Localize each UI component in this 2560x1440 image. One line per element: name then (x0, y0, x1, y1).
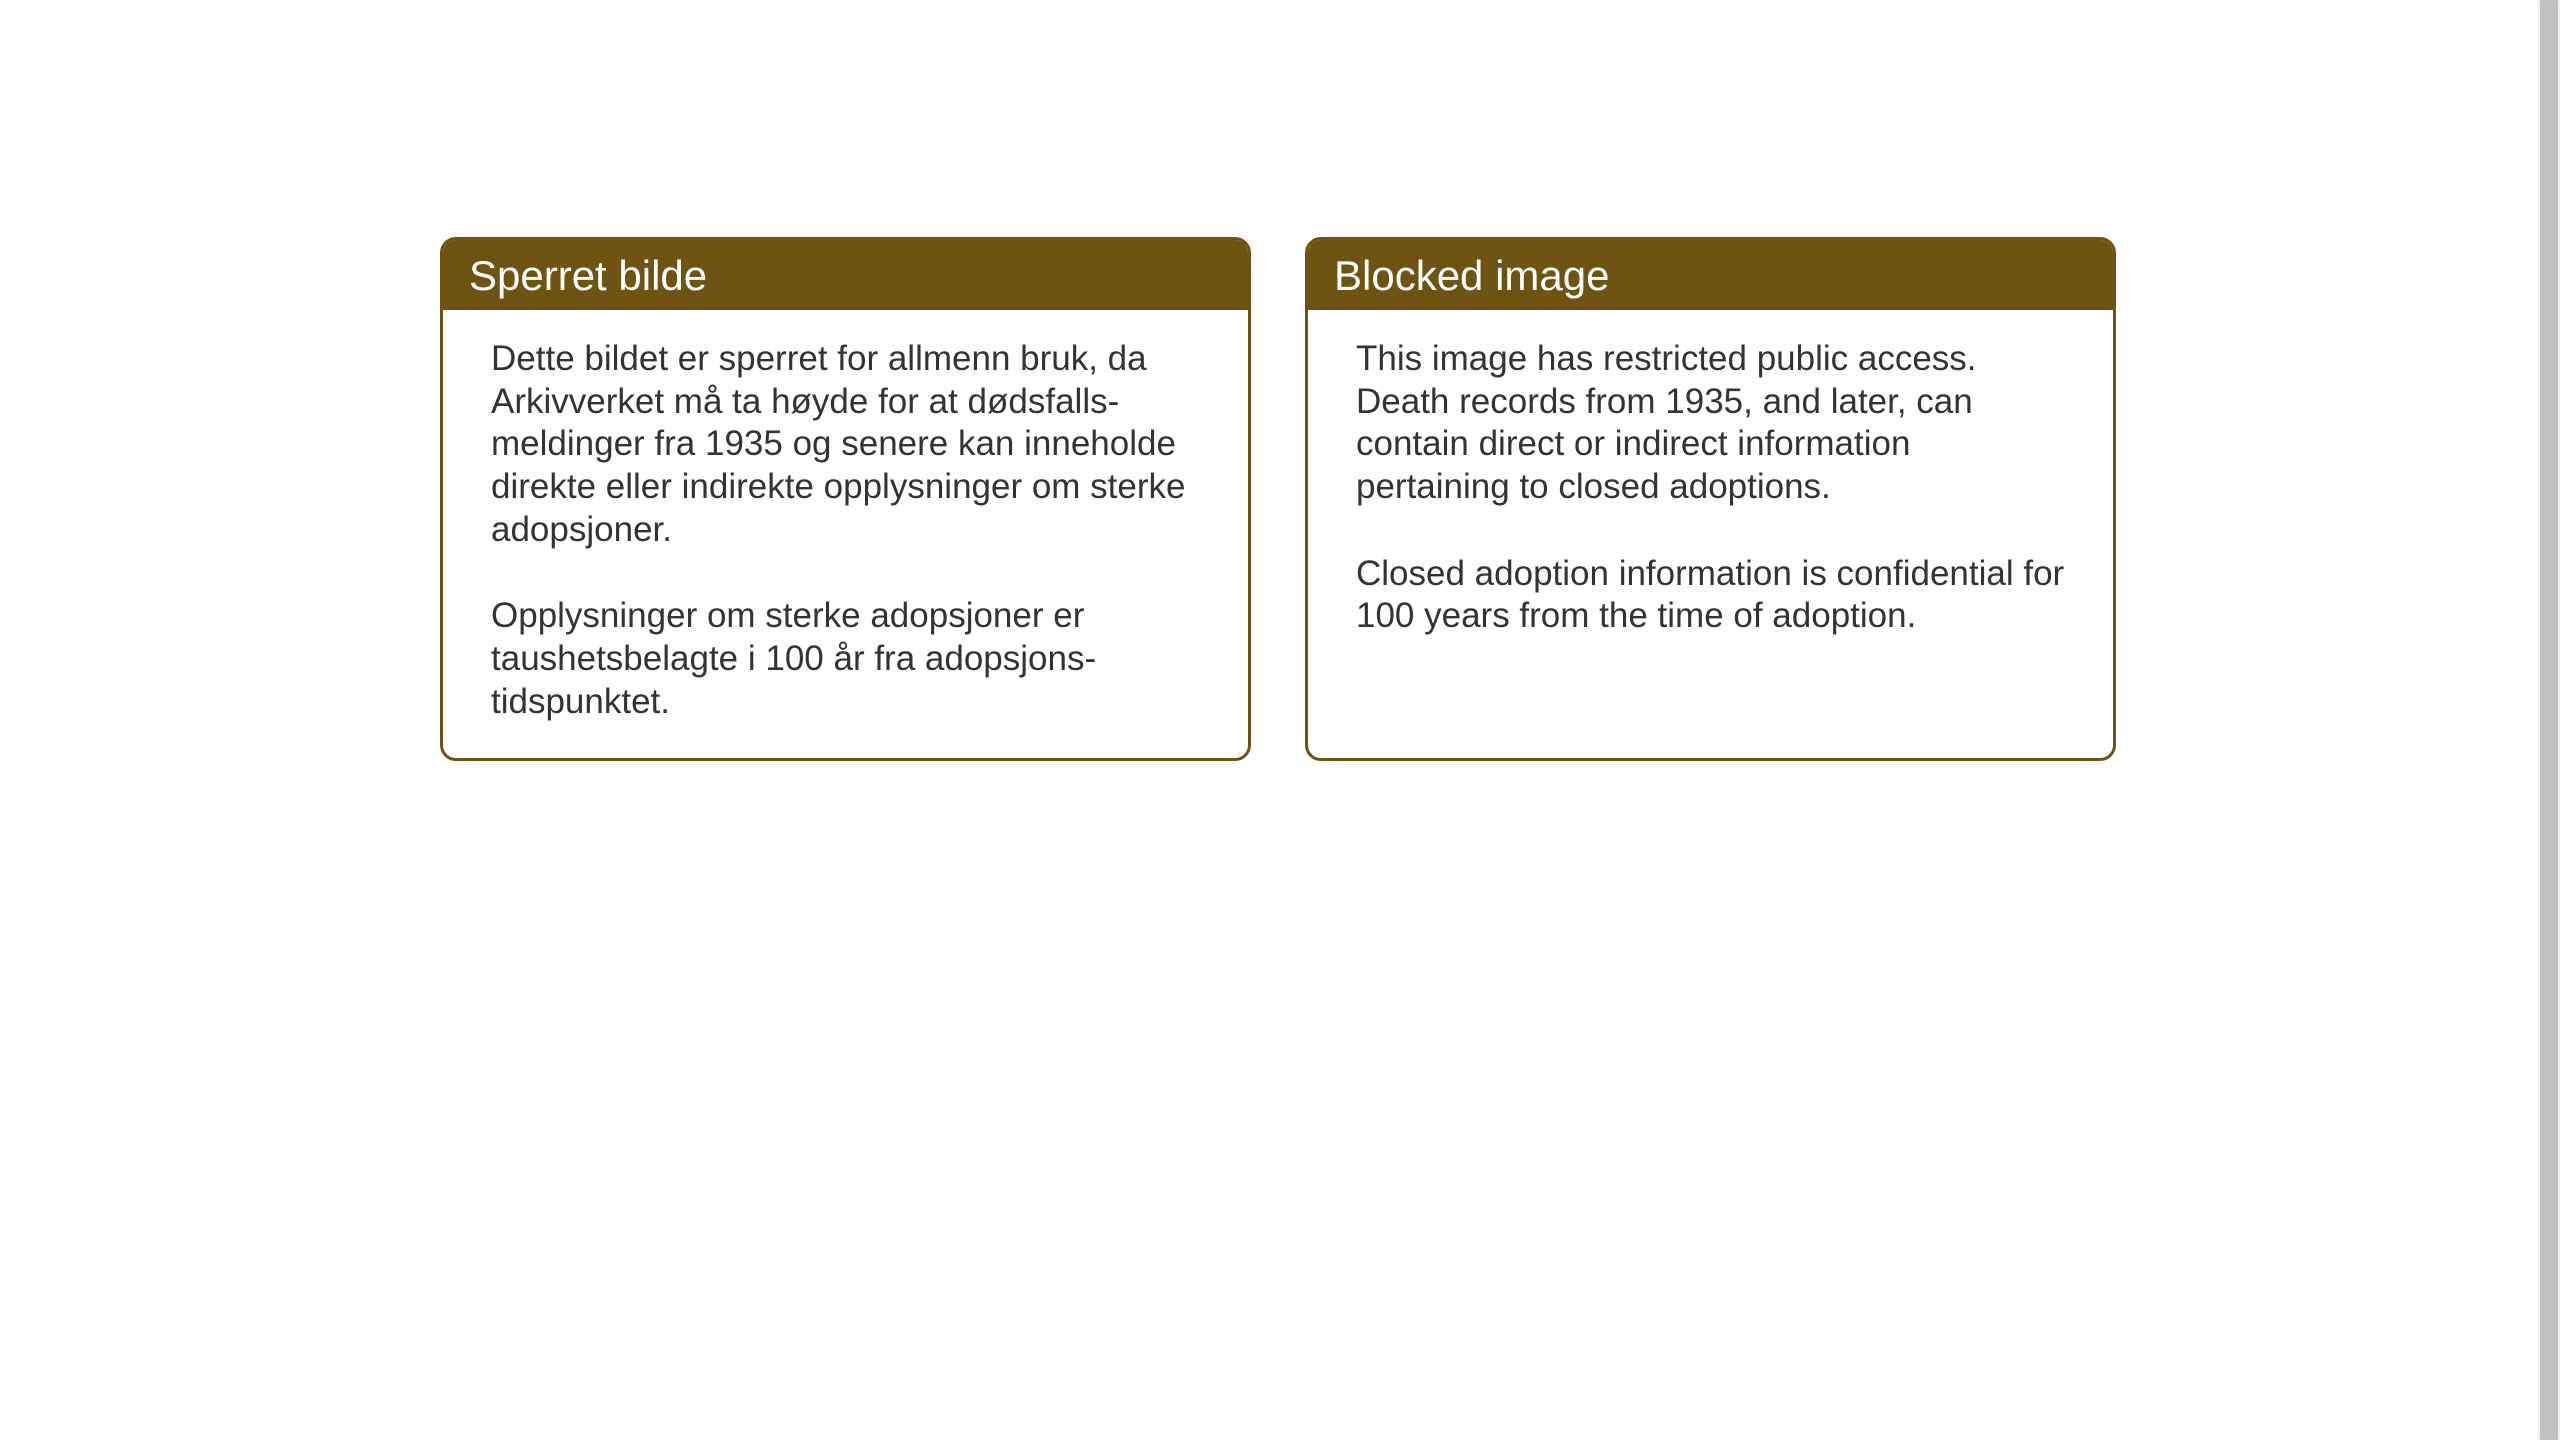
scrollbar-thumb[interactable] (2540, 0, 2558, 1440)
norwegian-paragraph-2: Opplysninger om sterke adopsjoner er tau… (491, 595, 1200, 723)
norwegian-card-header: Sperret bilde (443, 240, 1248, 310)
vertical-scrollbar[interactable] (2538, 0, 2560, 1440)
norwegian-paragraph-1: Dette bildet er sperret for allmenn bruk… (491, 338, 1200, 551)
english-card-title: Blocked image (1334, 252, 2087, 300)
norwegian-card-title: Sperret bilde (469, 252, 1222, 300)
english-card-body: This image has restricted public access.… (1308, 310, 2113, 694)
english-paragraph-2: Closed adoption information is confident… (1356, 553, 2065, 638)
english-notice-card: Blocked image This image has restricted … (1305, 237, 2116, 761)
english-paragraph-1: This image has restricted public access.… (1356, 338, 2065, 509)
notice-container: Sperret bilde Dette bildet er sperret fo… (0, 0, 2560, 761)
norwegian-notice-card: Sperret bilde Dette bildet er sperret fo… (440, 237, 1251, 761)
english-card-header: Blocked image (1308, 240, 2113, 310)
norwegian-card-body: Dette bildet er sperret for allmenn bruk… (443, 310, 1248, 758)
